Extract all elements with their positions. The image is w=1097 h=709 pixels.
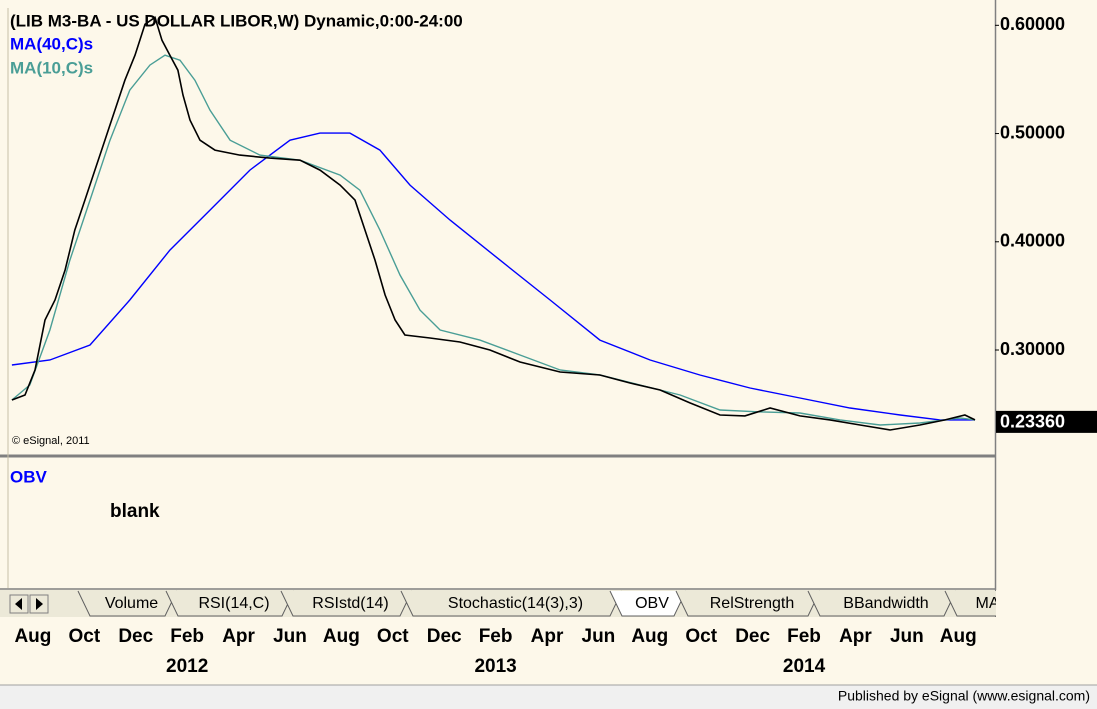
tab-selected [609, 590, 687, 617]
tab [807, 590, 957, 617]
y-tick-label: 0.60000 [1000, 14, 1065, 34]
x-tick-label: Apr [839, 626, 872, 647]
x-tick-label: Oct [68, 626, 100, 647]
tab [280, 590, 413, 617]
arrow-left-icon [15, 598, 22, 610]
footer-text: Published by eSignal (www.esignal.com) [838, 688, 1090, 704]
tab-label[interactable]: BBandwidth [843, 595, 928, 612]
x-tick-label: Aug [323, 626, 360, 647]
year-label: 2012 [166, 656, 208, 677]
tab-label[interactable]: OBV [635, 595, 669, 612]
pane-title: OBV [10, 467, 48, 486]
x-tick-label: Dec [118, 626, 153, 647]
year-label: 2013 [474, 656, 516, 677]
x-tick-label: Aug [14, 626, 51, 647]
x-tick-label: Aug [631, 626, 668, 647]
y-tick-label: 0.40000 [1000, 231, 1065, 251]
arrow-right-icon [36, 598, 43, 610]
last-value-box [996, 410, 1097, 433]
legend-entry: MA(10,C)s [10, 58, 93, 77]
x-tick-label: Apr [222, 626, 255, 647]
tab-label[interactable]: RSI(14,C) [198, 595, 269, 612]
x-tick-label: Apr [531, 626, 564, 647]
x-tick-label: Oct [685, 626, 717, 647]
tab-label[interactable]: Stochastic(14(3),3) [448, 595, 583, 612]
legend-entry: MA(40,C)s [10, 34, 93, 53]
x-tick-label: Feb [479, 626, 513, 647]
last-value-label: 0.23360 [1000, 412, 1065, 432]
footer-bar [0, 685, 1097, 709]
background [0, 0, 1097, 685]
x-tick-label: Dec [735, 626, 770, 647]
x-tick-label: Aug [940, 626, 977, 647]
x-tick-label: Jun [582, 626, 616, 647]
series-line [11, 16, 976, 431]
y-tick-label: 0.50000 [1000, 122, 1065, 142]
x-tick-label: Oct [377, 626, 409, 647]
copyright: © eSignal, 2011 [12, 435, 90, 447]
series-line [11, 54, 976, 426]
x-tick-label: Feb [787, 626, 821, 647]
x-tick-label: Feb [170, 626, 204, 647]
x-tick-label: Dec [427, 626, 462, 647]
tab [77, 590, 178, 617]
series-line [11, 132, 975, 421]
tab-clip-cover [996, 590, 1097, 617]
chart-title: (LIB M3-BA - US DOLLAR LIBOR,W) Dynamic,… [10, 11, 463, 30]
tab-label[interactable]: RelStrength [710, 595, 795, 612]
x-tick-label: Jun [890, 626, 924, 647]
tab-label[interactable]: MA [976, 595, 1000, 612]
pane-note: blank [110, 501, 160, 522]
tab-label[interactable]: Volume [105, 595, 158, 612]
year-label: 2014 [783, 656, 826, 677]
tab-label[interactable]: RSIstd(14) [312, 595, 388, 612]
y-tick-label: 0.30000 [1000, 339, 1065, 359]
x-tick-label: Jun [273, 626, 307, 647]
